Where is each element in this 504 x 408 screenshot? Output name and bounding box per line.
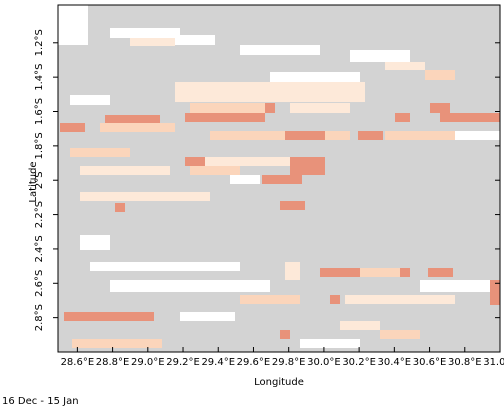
x-tick-label: 30.8°E [448,357,482,368]
x-tick-label: 28.8°E [96,357,130,368]
axes: 28.6°E 28.8°E 29.0°E 29.2°E 29.4°E 29.6°E 29.8… [34,29,504,368]
x-tick-label: 29.6°E [237,357,271,368]
y-tick-label: 2.6°S [34,270,45,297]
x-tick-label: 29.2°E [166,357,200,368]
y-axis-label: Latitude [28,161,39,202]
footer: 16 Dec - 15 Jan [2,396,79,407]
plot-frame [57,4,501,353]
y-tick-label: 2°S [34,171,45,189]
x-tick-label: 29.4°E [201,357,235,368]
x-tick-label: 29.8°E [272,357,306,368]
y-tick-label: 2.8°S [34,304,45,331]
y-tick-label: 1.8°S [34,132,45,159]
x-tick-label: 31.0°E [483,357,504,368]
x-tick-label: 28.6°E [61,357,95,368]
y-tick-label: 1.6°S [34,98,45,125]
y-tick-label: 2.4°S [34,235,45,262]
x-tick-label: 30.6°E [413,357,447,368]
x-tick-label: 30.4°E [378,357,412,368]
x-tick-label: 30.2°E [342,357,376,368]
y-tick-label: 1.2°S [34,29,45,56]
x-tick-label: 30.0°E [307,357,341,368]
cells [58,5,500,352]
x-axis-label: Longitude [254,377,304,388]
y-tick-label: 1.4°S [34,64,45,91]
x-tick-label: 29.0°E [131,357,165,368]
y-tick-label: 2.2°S [34,201,45,228]
